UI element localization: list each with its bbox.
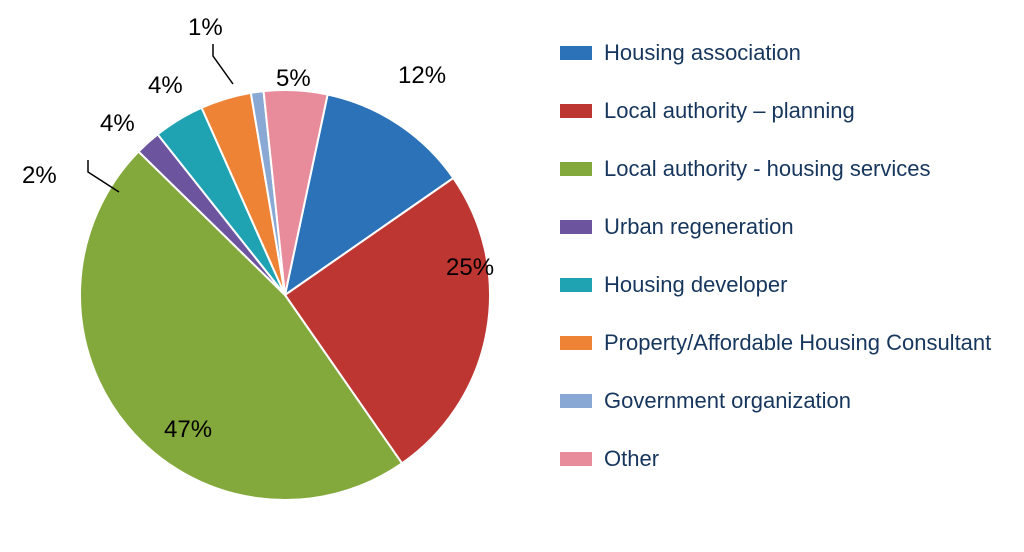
legend-swatch-other [560,452,592,466]
legend-label-housing-developer: Housing developer [604,272,787,298]
legend-swatch-local-authority-planning [560,104,592,118]
legend-item-housing-association: Housing association [560,40,1000,66]
legend-label-local-authority-planning: Local authority – planning [604,98,855,124]
legend-item-government-organization: Government organization [560,388,1000,414]
pct-label-other: 5% [276,65,311,93]
chart-stage: 12% 25% 47% 2% 4% 4% 1% 5% Housing association L… [0,0,1024,552]
pct-label-local-authority-planning: 25% [446,254,494,282]
pct-label-government-organization: 1% [188,14,223,42]
legend-item-housing-developer: Housing developer [560,272,1000,298]
pct-label-property-affordable-consultant: 4% [148,72,183,100]
legend-label-urban-regeneration: Urban regeneration [604,214,794,240]
pct-label-housing-developer: 4% [100,110,135,138]
legend-item-property-affordable-consultant: Property/Affordable Housing Consultant [560,330,1000,356]
pct-label-urban-regeneration: 2% [22,162,57,190]
legend-swatch-housing-association [560,46,592,60]
legend-label-government-organization: Government organization [604,388,851,414]
legend-item-local-authority-planning: Local authority – planning [560,98,1000,124]
legend-swatch-government-organization [560,394,592,408]
legend-label-property-affordable-consultant: Property/Affordable Housing Consultant [604,330,991,356]
pct-label-housing-association: 12% [398,62,446,90]
legend-swatch-urban-regeneration [560,220,592,234]
legend-swatch-local-authority-housing-services [560,162,592,176]
legend-swatch-housing-developer [560,278,592,292]
legend-item-local-authority-housing-services: Local authority - housing services [560,156,1000,182]
legend-item-urban-regeneration: Urban regeneration [560,214,1000,240]
legend-item-other: Other [560,446,1000,472]
legend-swatch-property-affordable-consultant [560,336,592,350]
legend-label-other: Other [604,446,659,472]
legend-label-local-authority-housing-services: Local authority - housing services [604,156,931,182]
legend-label-housing-association: Housing association [604,40,801,66]
pie-chart: 12% 25% 47% 2% 4% 4% 1% 5% [20,10,540,540]
legend: Housing association Local authority – pla… [560,40,1000,504]
pct-label-local-authority-housing-services: 47% [164,416,212,444]
